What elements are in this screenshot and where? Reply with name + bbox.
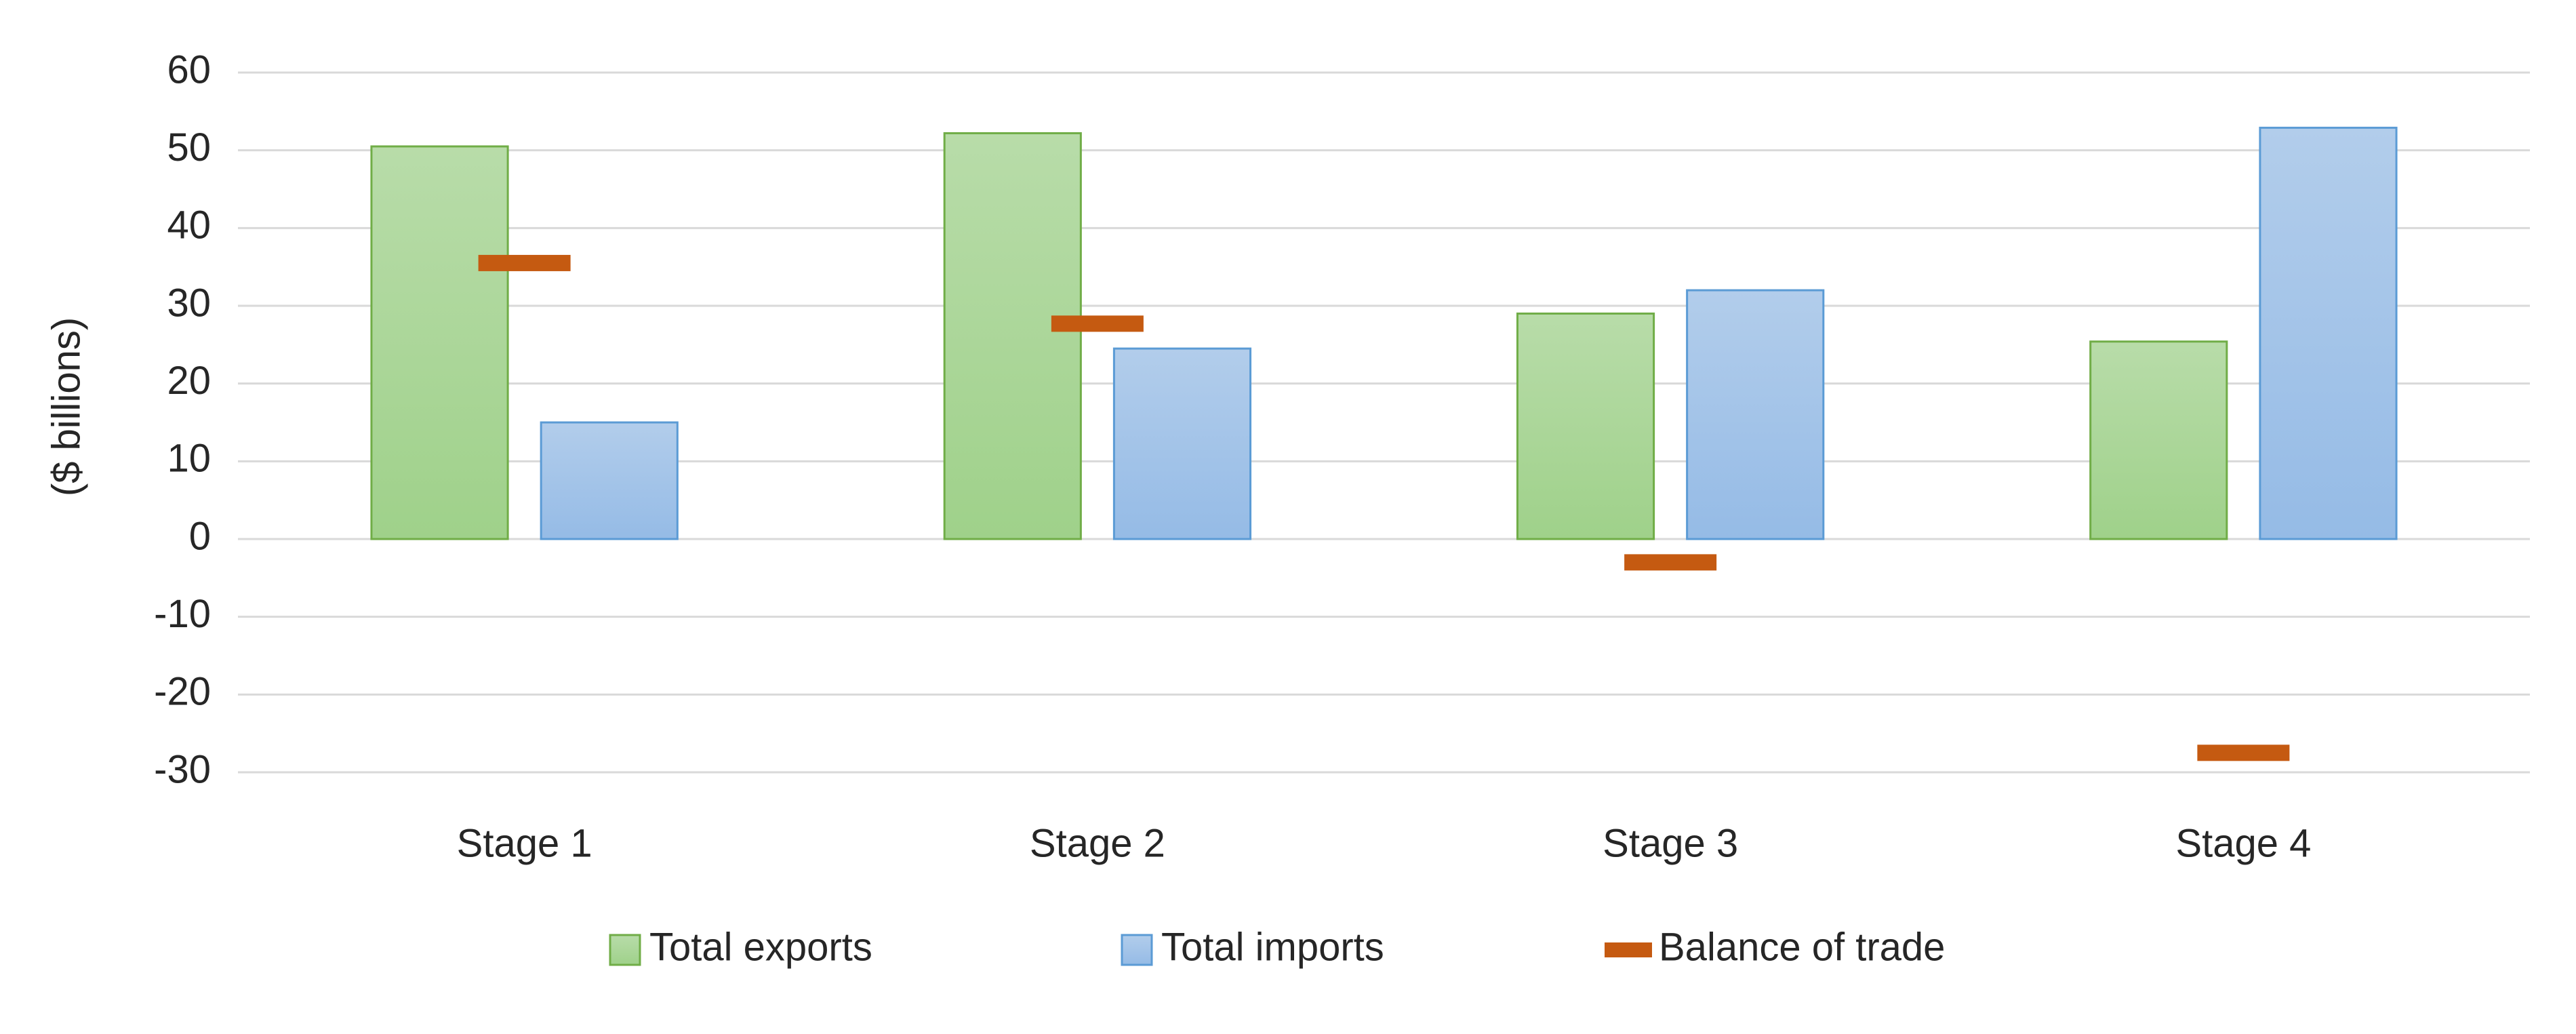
bar	[943, 132, 1082, 540]
y-tick-label: 50	[167, 125, 211, 170]
y-tick-label: 30	[167, 281, 211, 325]
x-tick-label: Stage 2	[1030, 821, 1165, 865]
legend-label: Total imports	[1161, 925, 1384, 969]
balance-marker	[1624, 554, 1717, 571]
x-tick-label: Stage 1	[457, 821, 592, 865]
legend-swatch	[1605, 942, 1652, 957]
y-tick-label: 20	[167, 359, 211, 403]
legend-swatch	[1121, 934, 1153, 966]
y-tick-label: 0	[189, 514, 211, 558]
bar	[1686, 289, 1825, 540]
y-tick-label: -10	[154, 592, 211, 636]
bar	[2089, 340, 2228, 540]
x-tick-label: Stage 4	[2175, 821, 2311, 865]
bar	[2259, 126, 2398, 540]
legend-label: Balance of trade	[1659, 925, 1945, 969]
bar	[370, 145, 509, 540]
y-tick-label: 60	[167, 47, 211, 92]
y-tick-label: 10	[167, 437, 211, 481]
bar	[1516, 312, 1655, 540]
legend-label: Total exports	[649, 925, 872, 969]
bar	[540, 421, 679, 540]
legend-swatch	[609, 934, 641, 966]
balance-marker	[478, 254, 571, 271]
y-axis-label: ($ billions)	[44, 317, 88, 496]
balance-marker	[2197, 744, 2290, 761]
y-tick-label: -20	[154, 670, 211, 714]
y-tick-label: 40	[167, 203, 211, 247]
x-tick-label: Stage 3	[1603, 821, 1738, 865]
y-tick-label: -30	[154, 747, 211, 791]
bar	[1112, 347, 1252, 540]
balance-marker	[1051, 315, 1144, 332]
